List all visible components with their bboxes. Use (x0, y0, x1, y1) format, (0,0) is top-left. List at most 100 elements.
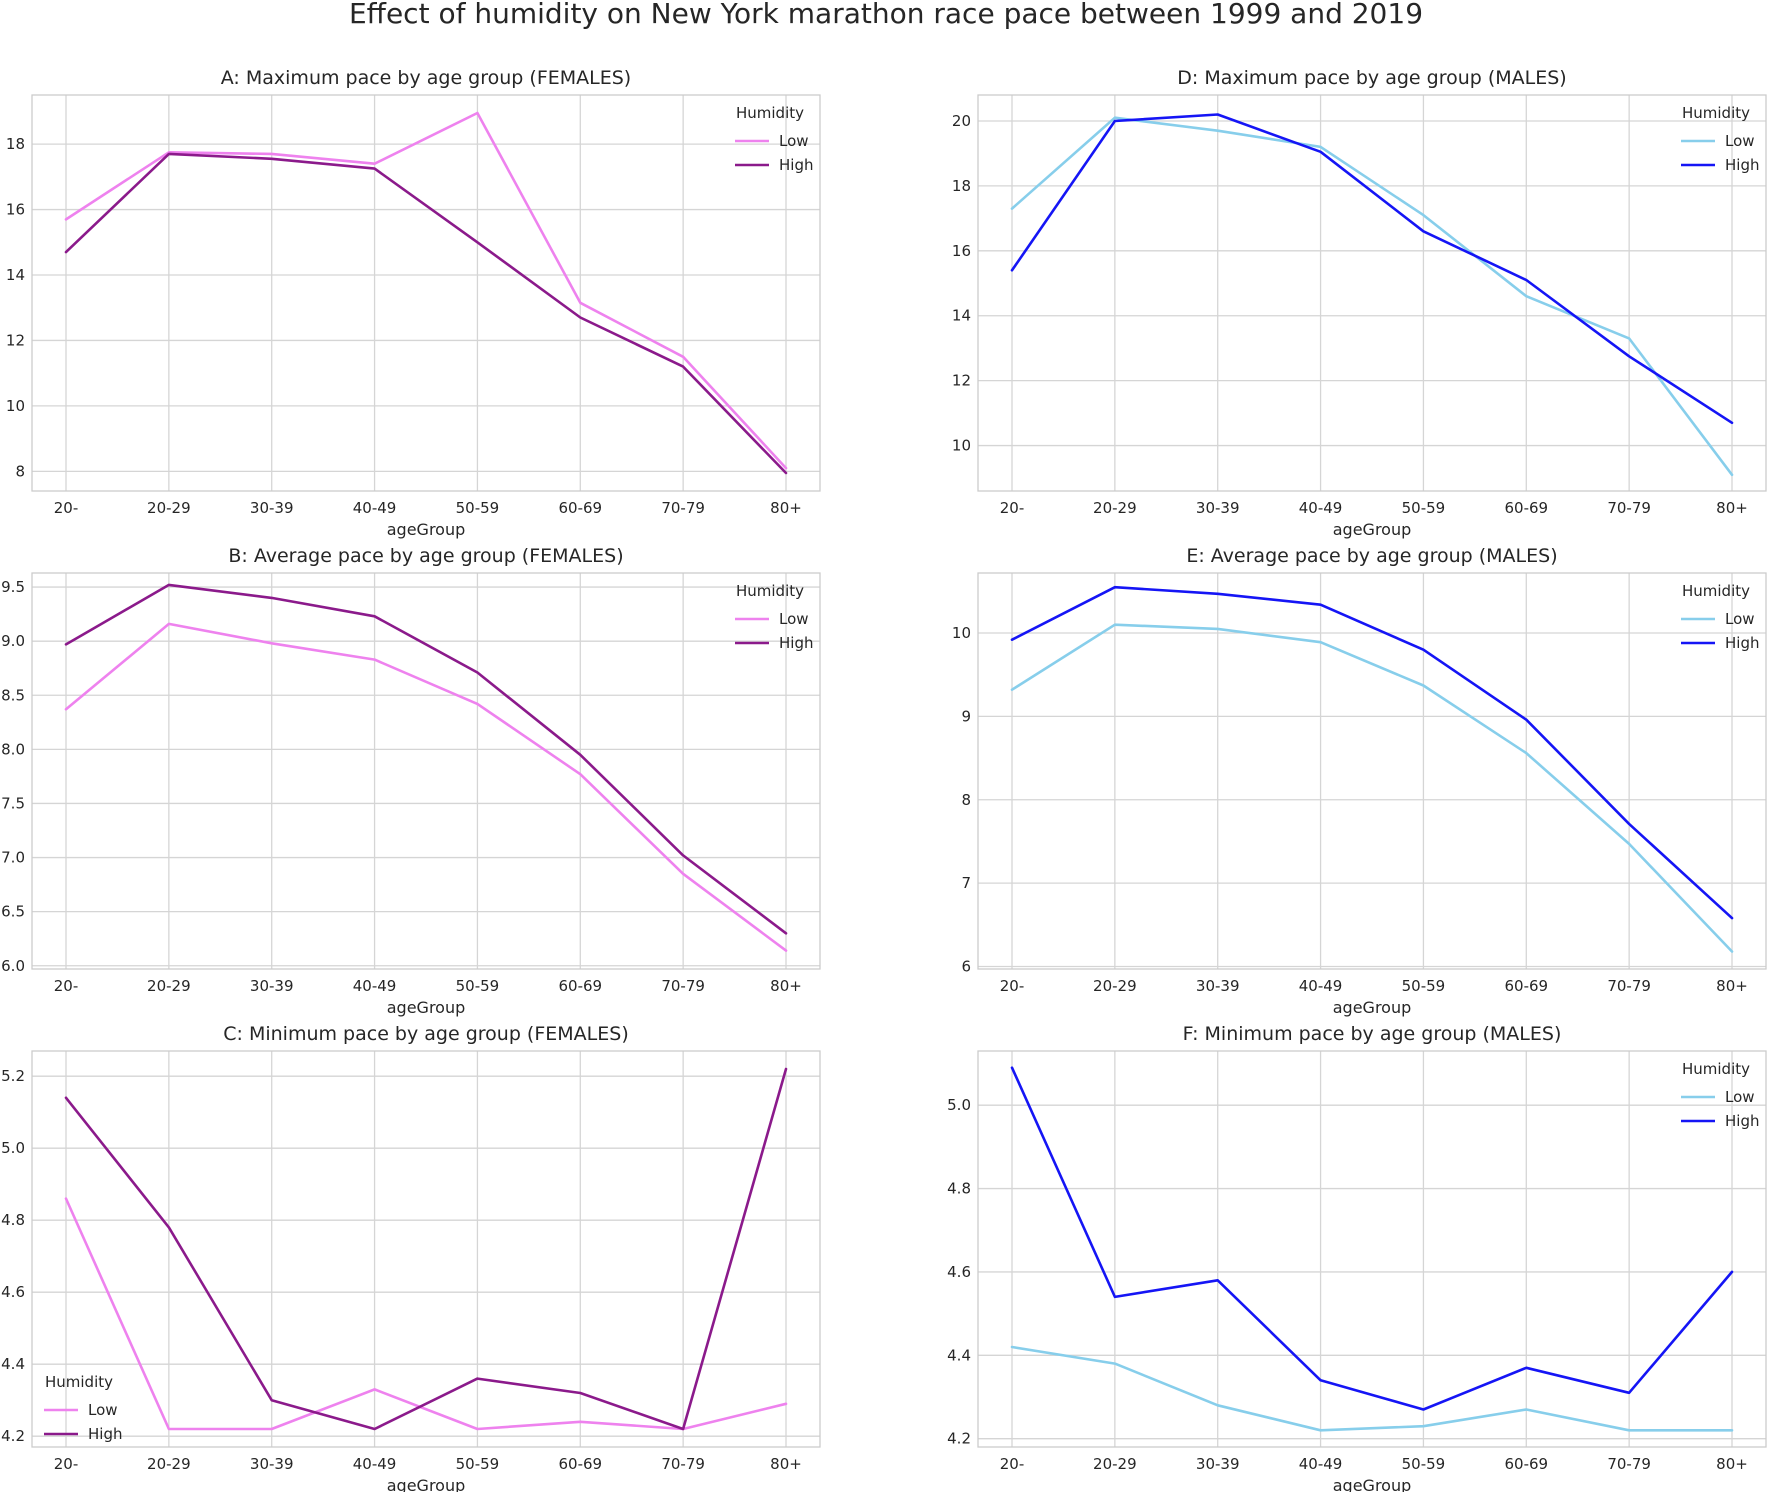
chart-title: D: Maximum pace by age group (MALES) (1177, 67, 1566, 89)
y-tick-label: 20 (952, 112, 971, 130)
x-tick-label: 80+ (1716, 499, 1748, 517)
series-line-high (64, 583, 788, 935)
x-tick-label: 20-29 (147, 977, 191, 995)
y-tick-label: 9.5 (1, 578, 25, 596)
x-tick-label: 20-29 (1093, 1455, 1137, 1473)
x-tick-label: 50-59 (1402, 499, 1446, 517)
legend-title: Humidity (1682, 104, 1750, 122)
legend-label: Low (1725, 610, 1755, 628)
x-tick-label: 40-49 (353, 977, 397, 995)
x-tick-label: 60-69 (558, 977, 602, 995)
x-tick-label: 80+ (770, 499, 802, 517)
legend-label: High (88, 1425, 122, 1443)
series-line-low (1010, 116, 1734, 477)
plot-frame (977, 572, 1767, 970)
y-tick-label: 18 (6, 135, 25, 153)
x-tick-label: 80+ (1716, 1455, 1748, 1473)
x-tick-label: 20- (1000, 977, 1025, 995)
legend-label: High (1725, 1112, 1759, 1130)
x-tick-label: 20- (1000, 499, 1025, 517)
x-axis-label: ageGroup (387, 1476, 466, 1492)
y-tick-label: 8 (15, 462, 25, 480)
legend: Humidity Low High (1681, 582, 1759, 652)
x-axis-label: ageGroup (1333, 1476, 1412, 1492)
legend-label: Low (88, 1401, 118, 1419)
x-tick-label: 30-39 (1196, 499, 1240, 517)
y-tick-label: 6.5 (1, 903, 25, 921)
x-tick-label: 50-59 (456, 499, 500, 517)
series-line-high (1010, 113, 1734, 425)
x-tick-label: 40-49 (353, 1455, 397, 1473)
series-line-high (1010, 1066, 1734, 1411)
y-tick-label: 5.0 (947, 1096, 971, 1114)
x-tick-label: 60-69 (558, 1455, 602, 1473)
chart-e: E: Average pace by age group (MALES)20- 2… (952, 545, 1767, 1017)
x-axis-label: ageGroup (1333, 998, 1412, 1017)
plot-frame (31, 572, 821, 970)
x-tick-label: 50-59 (1402, 1455, 1446, 1473)
x-tick-label: 50-59 (456, 1455, 500, 1473)
x-tick-label: 80+ (770, 977, 802, 995)
chart-title: F: Minimum pace by age group (MALES) (1183, 1023, 1562, 1045)
x-tick-label: 70-79 (1607, 499, 1651, 517)
y-tick-label: 6 (961, 957, 971, 975)
legend-label: Low (1725, 132, 1755, 150)
x-tick-label: 20- (1000, 1455, 1025, 1473)
x-tick-label: 70-79 (661, 499, 705, 517)
x-tick-label: 70-79 (661, 977, 705, 995)
legend-label: High (779, 634, 813, 652)
y-tick-label: 16 (952, 242, 971, 260)
legend-label: High (779, 156, 813, 174)
series-line-low (1010, 623, 1734, 953)
y-tick-label: 14 (6, 266, 25, 284)
legend-title: Humidity (45, 1373, 113, 1391)
x-tick-label: 60-69 (1504, 499, 1548, 517)
plot-frame (977, 94, 1767, 492)
legend-label: High (1725, 156, 1759, 174)
y-tick-label: 6.0 (1, 957, 25, 975)
y-tick-label: 4.8 (947, 1180, 971, 1198)
x-tick-label: 80+ (1716, 977, 1748, 995)
x-tick-label: 80+ (770, 1455, 802, 1473)
x-axis-label: ageGroup (387, 998, 466, 1017)
y-tick-label: 7.0 (1, 849, 25, 867)
x-tick-label: 30-39 (1196, 1455, 1240, 1473)
x-tick-label: 50-59 (1402, 977, 1446, 995)
legend: Humidity Low High (735, 104, 813, 174)
legend-title: Humidity (1682, 582, 1750, 600)
series-line-high (64, 152, 788, 475)
y-tick-label: 4.6 (947, 1263, 971, 1281)
chart-title: E: Average pace by age group (MALES) (1186, 545, 1557, 567)
x-tick-label: 70-79 (1607, 977, 1651, 995)
x-tick-label: 70-79 (661, 1455, 705, 1473)
chart-c: C: Minimum pace by age group (FEMALES) 20… (1, 1023, 821, 1492)
x-tick-label: 50-59 (456, 977, 500, 995)
series-line-low (64, 622, 788, 952)
y-tick-label: 9 (961, 707, 971, 725)
chart-title: C: Minimum pace by age group (FEMALES) (223, 1023, 628, 1045)
y-tick-label: 8.5 (1, 686, 25, 704)
y-tick-label: 5.0 (1, 1139, 25, 1157)
x-tick-label: 40-49 (1299, 977, 1343, 995)
y-tick-label: 8.0 (1, 740, 25, 758)
y-tick-label: 14 (952, 307, 971, 325)
legend: Humidity Low High (44, 1373, 122, 1443)
y-tick-label: 4.8 (1, 1211, 25, 1229)
plot-frame (31, 94, 821, 492)
y-tick-label: 12 (952, 372, 971, 390)
y-tick-label: 7.5 (1, 794, 25, 812)
legend: Humidity Low High (735, 582, 813, 652)
x-tick-label: 20-29 (1093, 977, 1137, 995)
x-tick-label: 60-69 (558, 499, 602, 517)
legend-label: High (1725, 634, 1759, 652)
y-tick-label: 12 (6, 331, 25, 349)
x-tick-label: 30-39 (250, 977, 294, 995)
chart-f: F: Minimum pace by age group (MALES)20- 2… (947, 1023, 1767, 1492)
x-tick-label: 70-79 (1607, 1455, 1651, 1473)
y-tick-label: 4.4 (1, 1355, 25, 1373)
y-tick-label: 10 (952, 624, 971, 642)
y-tick-label: 10 (6, 397, 25, 415)
x-tick-label: 30-39 (1196, 977, 1240, 995)
x-tick-label: 20-29 (1093, 499, 1137, 517)
legend-label: Low (779, 610, 809, 628)
